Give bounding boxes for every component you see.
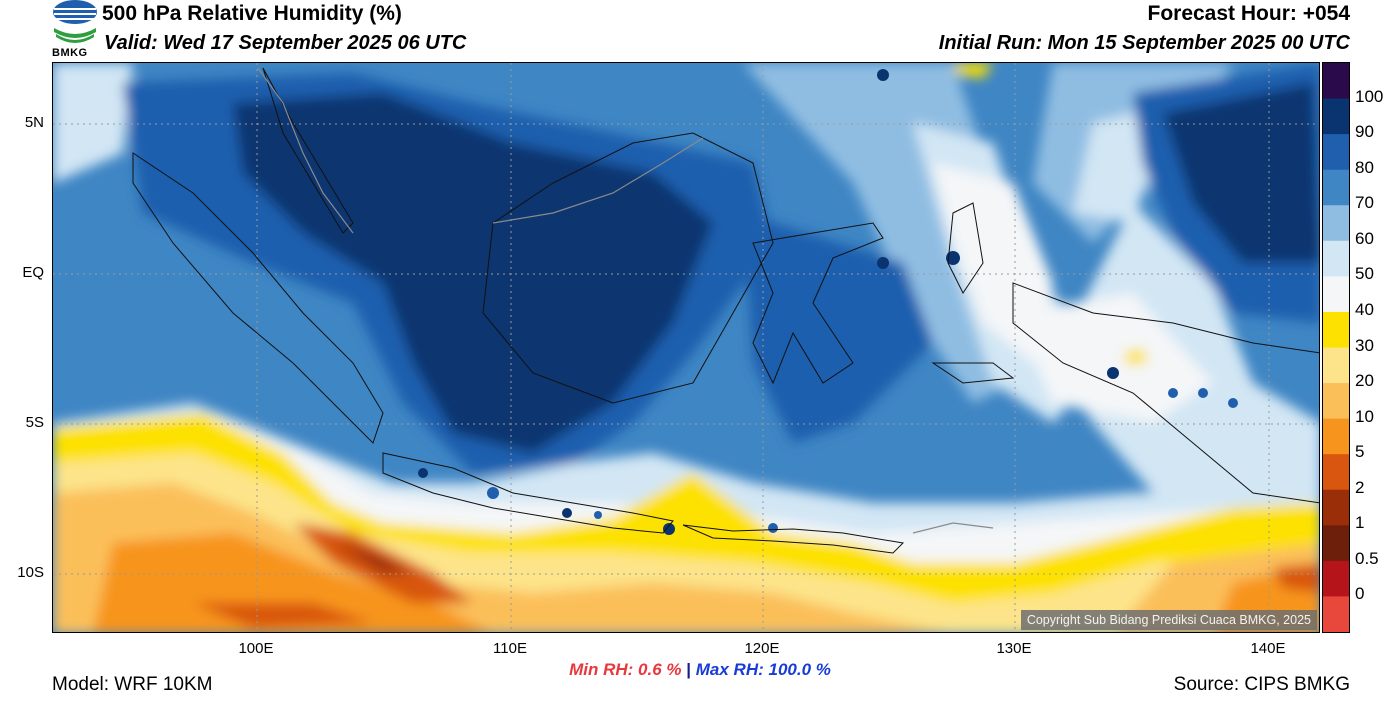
- colorbar-swatch: [1323, 134, 1349, 171]
- colorbar-swatch: [1323, 311, 1349, 348]
- map-title: 500 hPa Relative Humidity (%): [102, 2, 402, 25]
- humidity-field: [53, 63, 1319, 632]
- source-label: Source: CIPS BMKG: [1173, 674, 1350, 695]
- stats-separator: |: [686, 660, 692, 679]
- min-rh-value: 0.6 %: [638, 660, 682, 679]
- lat-label-10s: 10S: [17, 564, 44, 581]
- colorbar-swatch: [1323, 205, 1349, 242]
- colorbar-swatch: [1323, 276, 1349, 313]
- colorbar-swatch: [1323, 169, 1349, 206]
- colorbar-label: 30: [1355, 335, 1374, 355]
- colorbar-label: 10: [1355, 406, 1374, 426]
- colorbar-label: 20: [1355, 371, 1374, 391]
- lat-label-eq: EQ: [22, 264, 44, 281]
- colorbar: [1322, 62, 1350, 633]
- colorbar-swatch: [1323, 454, 1349, 491]
- colorbar-label: 90: [1355, 122, 1374, 142]
- colorbar-swatch: [1323, 560, 1349, 597]
- colorbar-label: 50: [1355, 264, 1374, 284]
- colorbar-label: 40: [1355, 299, 1374, 319]
- min-rh-label: Min RH:: [569, 660, 634, 679]
- bmkg-logo-text: BMKG: [52, 47, 88, 59]
- max-rh-value: 100.0 %: [768, 660, 831, 679]
- colorbar-swatches: [1323, 63, 1349, 633]
- copyright-notice: Copyright Sub Bidang Prediksi Cuaca BMKG…: [1020, 610, 1317, 630]
- valid-time: Valid: Wed 17 September 2025 06 UTC: [104, 32, 467, 54]
- colorbar-label: 100: [1355, 86, 1384, 106]
- colorbar-swatch: [1323, 240, 1349, 277]
- max-rh-label: Max RH:: [695, 660, 764, 679]
- colorbar-label: 0.5: [1355, 548, 1379, 568]
- model-label: Model: WRF 10KM: [52, 674, 213, 695]
- colorbar-swatch: [1323, 489, 1349, 526]
- lon-label-130e: 130E: [996, 640, 1032, 657]
- lat-label-5s: 5S: [25, 414, 44, 431]
- humidity-map: Copyright Sub Bidang Prediksi Cuaca BMKG…: [52, 62, 1320, 633]
- initial-run: Initial Run: Mon 15 September 2025 00 UT…: [938, 32, 1350, 54]
- colorbar-label: 60: [1355, 228, 1374, 248]
- colorbar-label: 1: [1355, 513, 1365, 533]
- colorbar-swatch: [1323, 63, 1349, 100]
- colorbar-label: 5: [1355, 442, 1365, 462]
- colorbar-swatch: [1323, 383, 1349, 420]
- colorbar-label: 2: [1355, 477, 1365, 497]
- colorbar-swatch: [1323, 525, 1349, 562]
- forecast-hour: Forecast Hour: +054: [1147, 2, 1351, 25]
- lon-label-140e: 140E: [1250, 640, 1286, 657]
- lat-label-5n: 5N: [24, 114, 44, 131]
- colorbar-swatch: [1323, 596, 1349, 633]
- bmkg-logo-icon: [50, 0, 100, 62]
- colorbar-swatch: [1323, 418, 1349, 455]
- lon-label-120e: 120E: [744, 640, 780, 657]
- colorbar-label: 80: [1355, 157, 1374, 177]
- lon-label-110e: 110E: [493, 640, 527, 657]
- colorbar-label: 70: [1355, 193, 1374, 213]
- colorbar-swatch: [1323, 347, 1349, 384]
- colorbar-swatch: [1323, 98, 1349, 135]
- colorbar-label: 0: [1355, 584, 1365, 604]
- rh-stats: Min RH: 0.6 % | Max RH: 100.0 %: [0, 660, 1400, 680]
- lon-label-100e: 100E: [238, 640, 274, 657]
